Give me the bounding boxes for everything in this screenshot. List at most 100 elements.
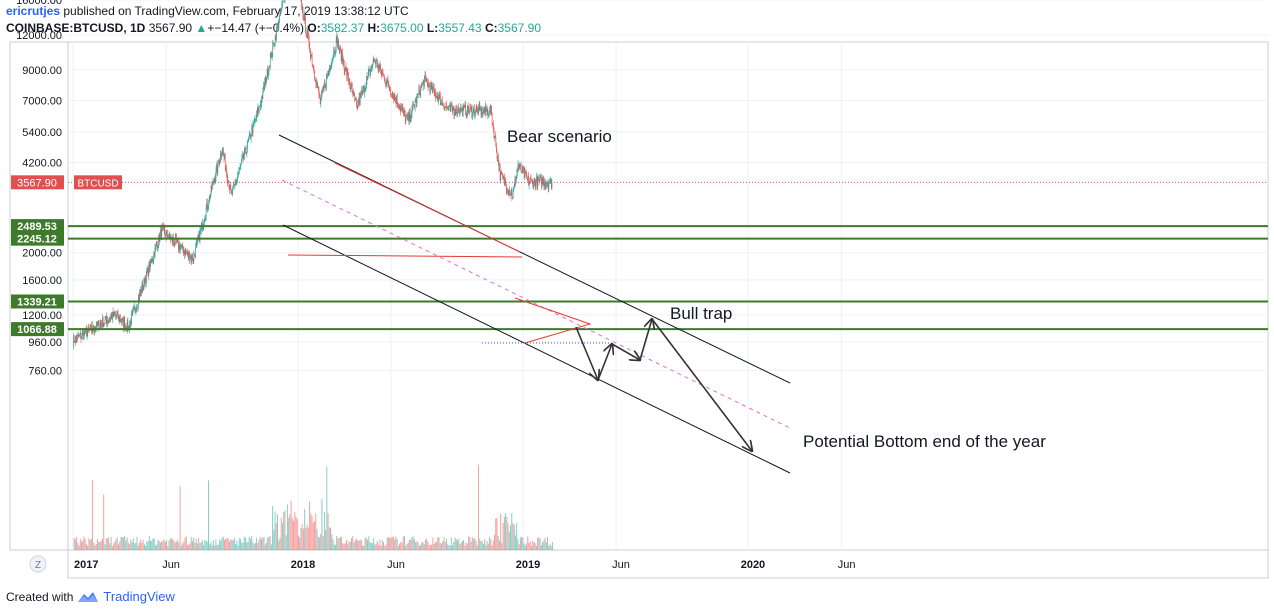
candle-body (198, 232, 200, 239)
candle-body (495, 137, 497, 146)
candle-body (347, 72, 349, 75)
candle-body (354, 95, 355, 98)
volume-bar (138, 542, 140, 550)
candle-body (142, 283, 143, 290)
candle-body (269, 57, 271, 68)
candle-body (279, 15, 280, 23)
candle-body (335, 50, 336, 52)
candle-body (92, 324, 94, 331)
candle-body (454, 112, 456, 115)
candle-body (383, 75, 385, 82)
candle-body (91, 325, 92, 331)
candle-body (186, 252, 188, 254)
scenario-arrow (597, 344, 612, 381)
y-tick-label: 960.00 (28, 337, 62, 349)
candle-body (107, 320, 109, 322)
volume-bar (475, 540, 477, 550)
volume-bar (423, 544, 425, 550)
volume-bar (177, 539, 179, 550)
candle-body (494, 136, 496, 138)
candle-body (398, 105, 399, 109)
volume-bar (275, 523, 277, 550)
volume-bar (136, 536, 138, 550)
volume-bar (379, 539, 381, 550)
candle-body (187, 251, 188, 254)
volume-bar (153, 538, 155, 550)
volume-bar (397, 545, 399, 550)
x-tick-label: 2018 (291, 559, 315, 571)
volume-bar (349, 542, 351, 550)
candle-body (382, 72, 383, 74)
channel-upper-line (278, 134, 791, 384)
volume-bar (500, 513, 502, 550)
candle-body (323, 87, 325, 89)
candle-body (96, 321, 97, 329)
author-link[interactable]: ericrutjes (6, 4, 61, 18)
volume-bar (77, 542, 79, 550)
candle-body (226, 168, 227, 173)
candle-body (309, 47, 310, 52)
scenario-arrow (639, 319, 652, 361)
volume-bar (304, 509, 306, 550)
candle-body (208, 196, 210, 204)
volume-bar (84, 539, 86, 550)
candle-body (316, 81, 317, 85)
candle-body (199, 232, 200, 241)
volume-bar (465, 542, 467, 550)
volume-bar (436, 541, 438, 550)
candle-body (468, 110, 470, 113)
candles (73, 0, 553, 350)
time-axis (67, 549, 1269, 579)
candle-body (351, 86, 353, 91)
candle-body (189, 258, 191, 261)
candle-body (535, 181, 537, 187)
candle-body (353, 93, 355, 96)
candle-body (342, 51, 343, 63)
candle-body (75, 336, 77, 339)
candle-body (181, 244, 183, 246)
candle-body (301, 0, 302, 10)
volume-bar (334, 544, 336, 550)
candle-body (129, 324, 131, 330)
candle-body (424, 75, 426, 78)
candle-body (219, 161, 221, 165)
candle-body (319, 96, 321, 104)
volume-bar (168, 540, 170, 550)
candle-body (138, 297, 140, 301)
candle-body (407, 115, 409, 121)
candle-body (485, 105, 486, 112)
volume-bar (386, 537, 388, 550)
volume-bar (281, 522, 283, 550)
volume-bar (507, 523, 509, 550)
volume-bar (198, 538, 200, 550)
candle-body (157, 244, 158, 249)
candle-body (104, 323, 105, 324)
candle-body (216, 164, 217, 169)
candle-body (97, 321, 99, 323)
candle-body (241, 158, 243, 161)
volume-bar (172, 539, 174, 550)
candle-body (361, 90, 362, 95)
candle-body (242, 155, 244, 160)
candle-body (488, 114, 489, 116)
candle-body (393, 94, 395, 100)
tradingview-link[interactable]: TradingView (103, 589, 175, 604)
candle-body (493, 124, 494, 129)
volume-bar (142, 540, 144, 550)
candle-body (151, 259, 153, 262)
volume-bar (323, 511, 325, 550)
volume-bar (490, 539, 492, 550)
volume-bar (90, 538, 92, 550)
volume-bar (199, 543, 201, 550)
volume-bar (193, 537, 195, 550)
volume-bar (210, 541, 212, 550)
volume-bar (294, 512, 296, 550)
volume-bar (347, 544, 349, 550)
candle-body (352, 90, 354, 95)
volume-bar (464, 545, 466, 550)
candle-body (105, 315, 106, 320)
volume-bar (152, 538, 154, 550)
support-level-label: 2245.12 (17, 234, 57, 246)
log-scale-button (29, 555, 47, 573)
